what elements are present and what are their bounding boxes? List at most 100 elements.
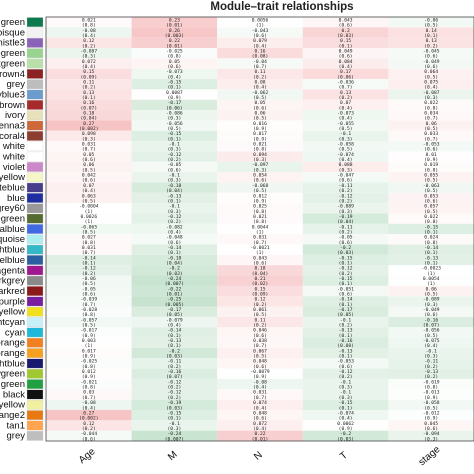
cell-correlation: 0.21	[254, 276, 265, 282]
heatmap-cell	[388, 172, 474, 183]
cell-pvalue: (0.1)	[424, 250, 438, 256]
cell-pvalue: (0.2)	[424, 43, 438, 49]
heatmap-cell	[388, 347, 474, 359]
heatmap-cell	[46, 172, 132, 183]
module-swatch	[26, 100, 44, 110]
cell-correlation: 0.034	[424, 111, 438, 117]
cell-correlation: 0.16	[83, 100, 94, 106]
heatmap-cell	[302, 172, 389, 183]
heatmap-cell	[217, 234, 303, 245]
cell-pvalue: (0.4)	[339, 105, 353, 111]
row-label: grey	[7, 431, 26, 442]
cell-pvalue: (0.007)	[165, 281, 184, 287]
cell-correlation: -0.048	[166, 235, 183, 241]
heatmap-cell	[217, 213, 303, 224]
cell-correlation: -0.1	[426, 348, 437, 354]
cell-pvalue: (0.002)	[79, 126, 98, 132]
cell-correlation: -0.021	[80, 379, 97, 385]
heatmap-cell	[46, 151, 132, 162]
heatmap-cell	[131, 213, 218, 224]
cell-correlation: 0.13	[83, 90, 94, 96]
cell-correlation: -0.028	[80, 307, 97, 313]
heatmap-cell	[302, 234, 389, 245]
cell-correlation: 0.055	[424, 173, 438, 179]
module-color-swatches	[26, 17, 44, 441]
cell-pvalue: (0.01)	[166, 291, 183, 297]
cell-correlation: -0.044	[80, 431, 97, 437]
cell-pvalue: (0.6)	[339, 54, 353, 60]
cell-correlation: 0.23	[169, 17, 180, 23]
row-label: darkslateblue	[0, 183, 25, 194]
heatmap-cell	[217, 130, 303, 142]
heatmap-cell	[388, 161, 474, 173]
cell-pvalue: (0.6)	[339, 23, 353, 29]
cell-pvalue: (0.05)	[166, 312, 183, 318]
cell-pvalue: (0.1)	[167, 136, 181, 142]
row-label: black	[3, 389, 25, 400]
cell-correlation: 0.012	[82, 369, 96, 375]
heatmap-cell	[131, 409, 218, 421]
row-label: lightcyan	[0, 317, 25, 328]
heatmap-cell	[388, 110, 474, 121]
cell-pvalue: (0.01)	[252, 436, 269, 442]
cell-pvalue: (0.07)	[423, 323, 440, 329]
cell-pvalue: (0.8)	[82, 23, 96, 29]
cell-pvalue: (0.4)	[167, 229, 181, 235]
row-label: coral4	[0, 131, 25, 142]
heatmap-cell	[217, 58, 303, 69]
heatmap-cell	[217, 192, 303, 204]
cell-pvalue: (0.9)	[424, 157, 438, 163]
module-swatch	[26, 162, 44, 172]
heatmap-cell	[131, 296, 218, 307]
cell-pvalue: (0.03)	[166, 405, 183, 411]
heatmap-cell	[46, 110, 132, 121]
cell-pvalue: (0.2)	[424, 374, 438, 380]
cell-correlation: -0.087	[423, 90, 440, 96]
cell-pvalue: (0.3)	[82, 54, 96, 60]
cell-pvalue: (0.04)	[80, 116, 97, 122]
cell-correlation: -0.17	[167, 100, 181, 106]
heatmap-cell	[131, 27, 218, 38]
cell-pvalue: (0.6)	[424, 198, 438, 204]
heatmap-cell	[302, 17, 389, 28]
cell-correlation: -0.12	[167, 390, 181, 396]
cell-correlation: 0.15	[254, 286, 265, 292]
heatmap-cell	[217, 358, 303, 369]
cell-pvalue: (0.04)	[337, 219, 354, 225]
heatmap-cell	[46, 223, 132, 235]
row-labels: greenbisquethistle3palegreenlightgreenbr…	[0, 17, 26, 442]
row-label: yellow	[0, 307, 25, 318]
module-swatch	[26, 399, 44, 410]
cell-correlation: 0.2	[341, 28, 350, 34]
cell-pvalue: (0.6)	[424, 64, 438, 70]
heatmap-cell	[131, 161, 218, 173]
cell-correlation: -0.13	[339, 328, 353, 334]
cell-correlation: 0.072	[82, 59, 96, 65]
cell-correlation: -0.025	[80, 359, 97, 365]
row-label: sienna3	[0, 120, 25, 131]
cell-pvalue: (0.8)	[424, 105, 438, 111]
module-swatch	[26, 348, 44, 358]
heatmap-cell	[302, 265, 389, 276]
heatmap-cell	[46, 327, 132, 338]
cell-correlation: 0.031	[253, 235, 267, 241]
row-label: yellowgreen	[0, 369, 25, 380]
cell-correlation: -0.087	[80, 48, 97, 54]
cell-pvalue: (0.3)	[339, 136, 353, 142]
cell-pvalue: (0.07)	[80, 105, 97, 111]
cell-pvalue: (0.9)	[82, 374, 96, 380]
heatmap-cell	[46, 409, 132, 421]
module-swatch	[26, 151, 44, 162]
row-label: orange2	[0, 410, 25, 421]
row-label: magenta	[0, 265, 26, 276]
cell-pvalue: (0.09)	[80, 74, 97, 80]
heatmap-cell	[302, 161, 389, 173]
row-label: lightyellow	[0, 400, 25, 411]
cell-correlation: 0.063	[82, 193, 96, 199]
module-swatch	[26, 110, 44, 121]
heatmap-cell	[46, 316, 132, 328]
cell-pvalue: (0.003)	[165, 33, 184, 39]
cell-correlation: 0.22	[169, 38, 180, 44]
row-label: skyblue3	[0, 89, 25, 100]
